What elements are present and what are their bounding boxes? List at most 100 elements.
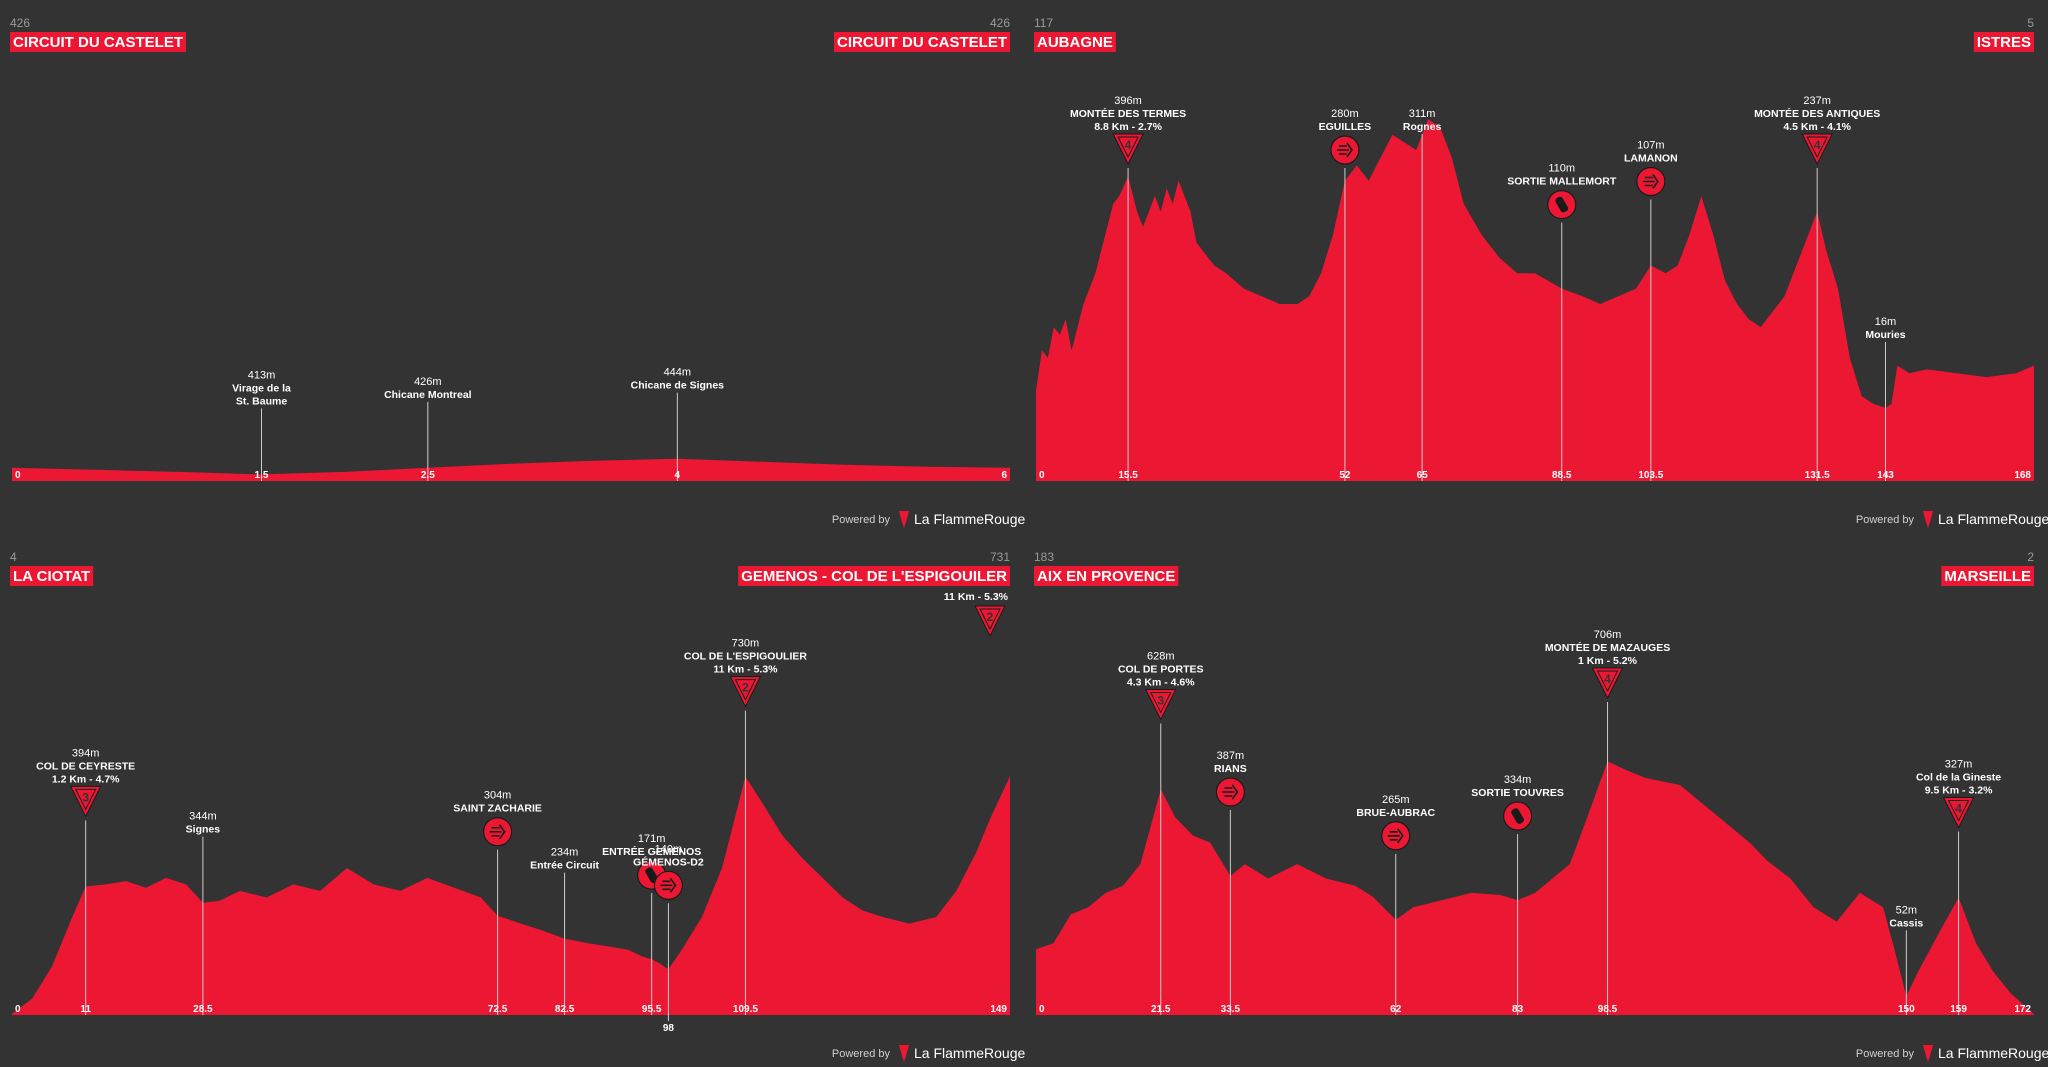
km-tick-label: 98.5	[1598, 1004, 1618, 1015]
finish-category-icon-number: 2	[987, 610, 994, 624]
waypoint-elevation: 140m	[655, 843, 683, 855]
category-climb-icon-number: 4	[1125, 138, 1132, 152]
category-climb-icon-inner	[1117, 136, 1139, 159]
finish-location-label-bg	[738, 566, 1010, 586]
km-tick-label: 82.5	[555, 1004, 575, 1015]
waypoint-elevation: 327m	[1945, 759, 1973, 771]
waypoint-elevation: 387m	[1217, 750, 1245, 762]
sprint-icon-arrow	[1231, 784, 1239, 800]
sprint-icon	[1215, 777, 1245, 807]
flamme-rouge-logo-icon	[1923, 511, 1933, 528]
finish-elevation: 2	[2027, 550, 2034, 564]
km-tick-label: 149	[990, 1004, 1007, 1015]
sprint-icon-lines	[1642, 176, 1655, 187]
start-location-label-text: CIRCUIT DU CASTELET	[13, 34, 183, 51]
category-climb-icon-inner	[1947, 800, 1970, 822]
waypoint-elevation: 334m	[1504, 774, 1532, 786]
km-tick-label: 52	[1339, 470, 1351, 481]
waypoint-elevation: 16m	[1875, 316, 1896, 328]
km-tick-label: 0	[15, 470, 21, 481]
flamme-rouge-logo-icon	[1923, 1045, 1933, 1062]
sprint-icon-arrow	[1652, 174, 1659, 189]
sprint-icon	[483, 817, 513, 847]
waypoint-name-line: EGUILLES	[1319, 121, 1372, 133]
sprint-icon-lines	[1336, 145, 1349, 155]
finish-location-label-bg	[1973, 32, 2034, 52]
km-tick-label: 0	[1039, 1004, 1045, 1015]
category-climb-icon-number: 4	[1814, 138, 1821, 152]
km-tick-label: 168	[2014, 470, 2031, 481]
category-climb-icon: 2	[729, 676, 762, 708]
waypoint-name-line: Entrée Circuit	[530, 860, 599, 872]
flamme-rouge-logo-icon	[899, 511, 909, 528]
waypoint-name-line: Mouries	[1865, 329, 1905, 341]
category-climb-icon: 4	[1942, 797, 1975, 829]
finish-location-label-text: GEMENOS - COL DE L'ESPIGOUILER	[741, 568, 1007, 585]
brand-name: La FlammeRouge	[1938, 511, 2048, 527]
profile-panel-4: 183 2 AIX EN PROVENCE MARSEILLE 3 4.3 Km - 4.…	[1034, 550, 2048, 1062]
start-location-label-text: AIX EN PROVENCE	[1037, 568, 1175, 585]
waypoint-elevation: 444m	[664, 367, 692, 379]
km-tick-label: 150	[1898, 1004, 1915, 1015]
km-tick-label: 172	[2014, 1004, 2031, 1015]
km-tick-label: 4	[675, 470, 681, 481]
waypoint-elevation: 304m	[484, 790, 512, 802]
waypoint-elevation: 265m	[1382, 794, 1410, 806]
start-elevation: 117	[1034, 16, 1053, 30]
finish-elevation: 5	[2027, 16, 2034, 30]
km-tick-label: 6	[1001, 470, 1007, 481]
sprint-icon	[1381, 821, 1411, 851]
waypoint-name-line: COL DE PORTES	[1118, 663, 1204, 675]
powered-by-footer: Powered by La FlammeRouge	[832, 1045, 1025, 1062]
km-tick-label: 21.5	[1151, 1004, 1171, 1015]
waypoint-elevation: 237m	[1803, 95, 1831, 107]
category-climb-icon-inner	[1596, 670, 1619, 693]
finish-elevation: 731	[990, 550, 1010, 564]
profile-panel-1: 426 426 CIRCUIT DU CASTELET CIRCUIT DU CAST…	[10, 16, 1025, 528]
category-climb-icon-number: 3	[1157, 693, 1164, 707]
km-tick-label: 143	[1877, 470, 1894, 481]
brand-name: La FlammeRouge	[1938, 1045, 2048, 1061]
km-tick-label: 95.5	[642, 1004, 662, 1015]
waypoint-name-line: 8.8 Km - 2.7%	[1094, 121, 1162, 133]
sprint-icon-lines	[1222, 787, 1235, 797]
finish-category-icon-inner	[979, 608, 1001, 631]
category-climb-icon: 3	[1144, 688, 1177, 721]
powered-by-text: Powered by	[832, 514, 891, 526]
start-elevation: 426	[10, 16, 30, 30]
brand-name: La FlammeRouge	[914, 511, 1025, 527]
powered-by-text: Powered by	[832, 1048, 891, 1060]
sprint-icon-lines	[489, 826, 502, 837]
sprint-icon-lines	[660, 880, 673, 891]
km-tick-label: 0	[15, 1004, 21, 1015]
sprint-icon-lines	[1387, 831, 1400, 841]
waypoint-name-line: COL DE L'ESPIGOULIER	[684, 651, 807, 663]
sprint-icon	[1636, 166, 1666, 197]
category-climb-icon: 4	[1801, 133, 1833, 166]
feed-zone-icon	[1502, 801, 1533, 831]
km-tick-label: 72.5	[488, 1004, 508, 1015]
waypoint-name-line: Signes	[186, 824, 221, 836]
waypoint-elevation: 234m	[551, 847, 579, 859]
waypoint-elevation: 394m	[72, 747, 100, 759]
category-climb-icon-number: 4	[1604, 672, 1611, 686]
sprint-icon-arrow	[1397, 828, 1404, 844]
elevation-profile-area	[12, 776, 1010, 1015]
km-tick-label: 98	[663, 1023, 675, 1034]
feed-zone-icon-bottle	[1511, 808, 1524, 824]
waypoint-name-line: Rognes	[1403, 121, 1442, 133]
